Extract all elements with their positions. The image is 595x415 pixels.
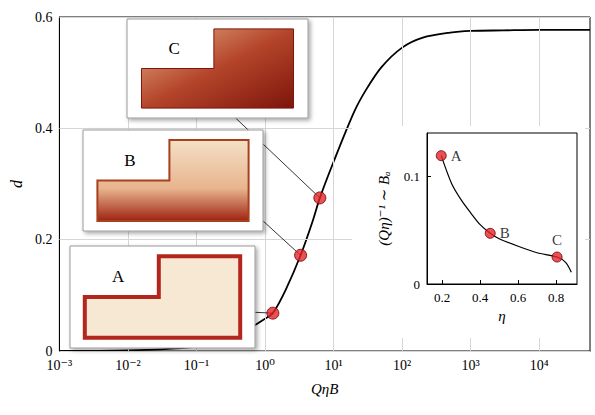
svg-text:0.6: 0.6 bbox=[35, 10, 53, 25]
svg-text:B: B bbox=[124, 151, 135, 170]
svg-text:B: B bbox=[500, 225, 510, 241]
svg-text:0.1: 0.1 bbox=[404, 169, 420, 184]
svg-text:A: A bbox=[451, 148, 462, 164]
svg-text:C: C bbox=[168, 39, 179, 58]
svg-text:0.4: 0.4 bbox=[472, 290, 489, 305]
svg-text:d: d bbox=[8, 179, 25, 188]
svg-text:0.2: 0.2 bbox=[35, 232, 53, 247]
svg-text:0.2: 0.2 bbox=[434, 290, 450, 305]
svg-text:0: 0 bbox=[414, 277, 421, 292]
svg-text:10⁴: 10⁴ bbox=[530, 358, 549, 373]
svg-text:10⁻³: 10⁻³ bbox=[47, 358, 73, 373]
svg-text:(Qη)⁻¹ ∼ Bₐ: (Qη)⁻¹ ∼ Bₐ bbox=[376, 171, 393, 245]
svg-text:10²: 10² bbox=[393, 358, 411, 373]
svg-text:0: 0 bbox=[45, 344, 52, 359]
svg-text:A: A bbox=[112, 267, 125, 286]
svg-text:10⁻²: 10⁻² bbox=[115, 358, 141, 373]
svg-text:10³: 10³ bbox=[462, 358, 480, 373]
svg-text:QηB: QηB bbox=[311, 381, 338, 397]
svg-text:0.8: 0.8 bbox=[548, 290, 564, 305]
svg-text:10⁻¹: 10⁻¹ bbox=[184, 358, 210, 373]
svg-text:10⁰: 10⁰ bbox=[255, 358, 275, 373]
svg-text:10¹: 10¹ bbox=[324, 358, 342, 373]
svg-text:C: C bbox=[552, 232, 562, 248]
svg-text:0.4: 0.4 bbox=[35, 121, 53, 136]
svg-text:0.6: 0.6 bbox=[510, 290, 527, 305]
svg-text:η: η bbox=[498, 308, 505, 324]
